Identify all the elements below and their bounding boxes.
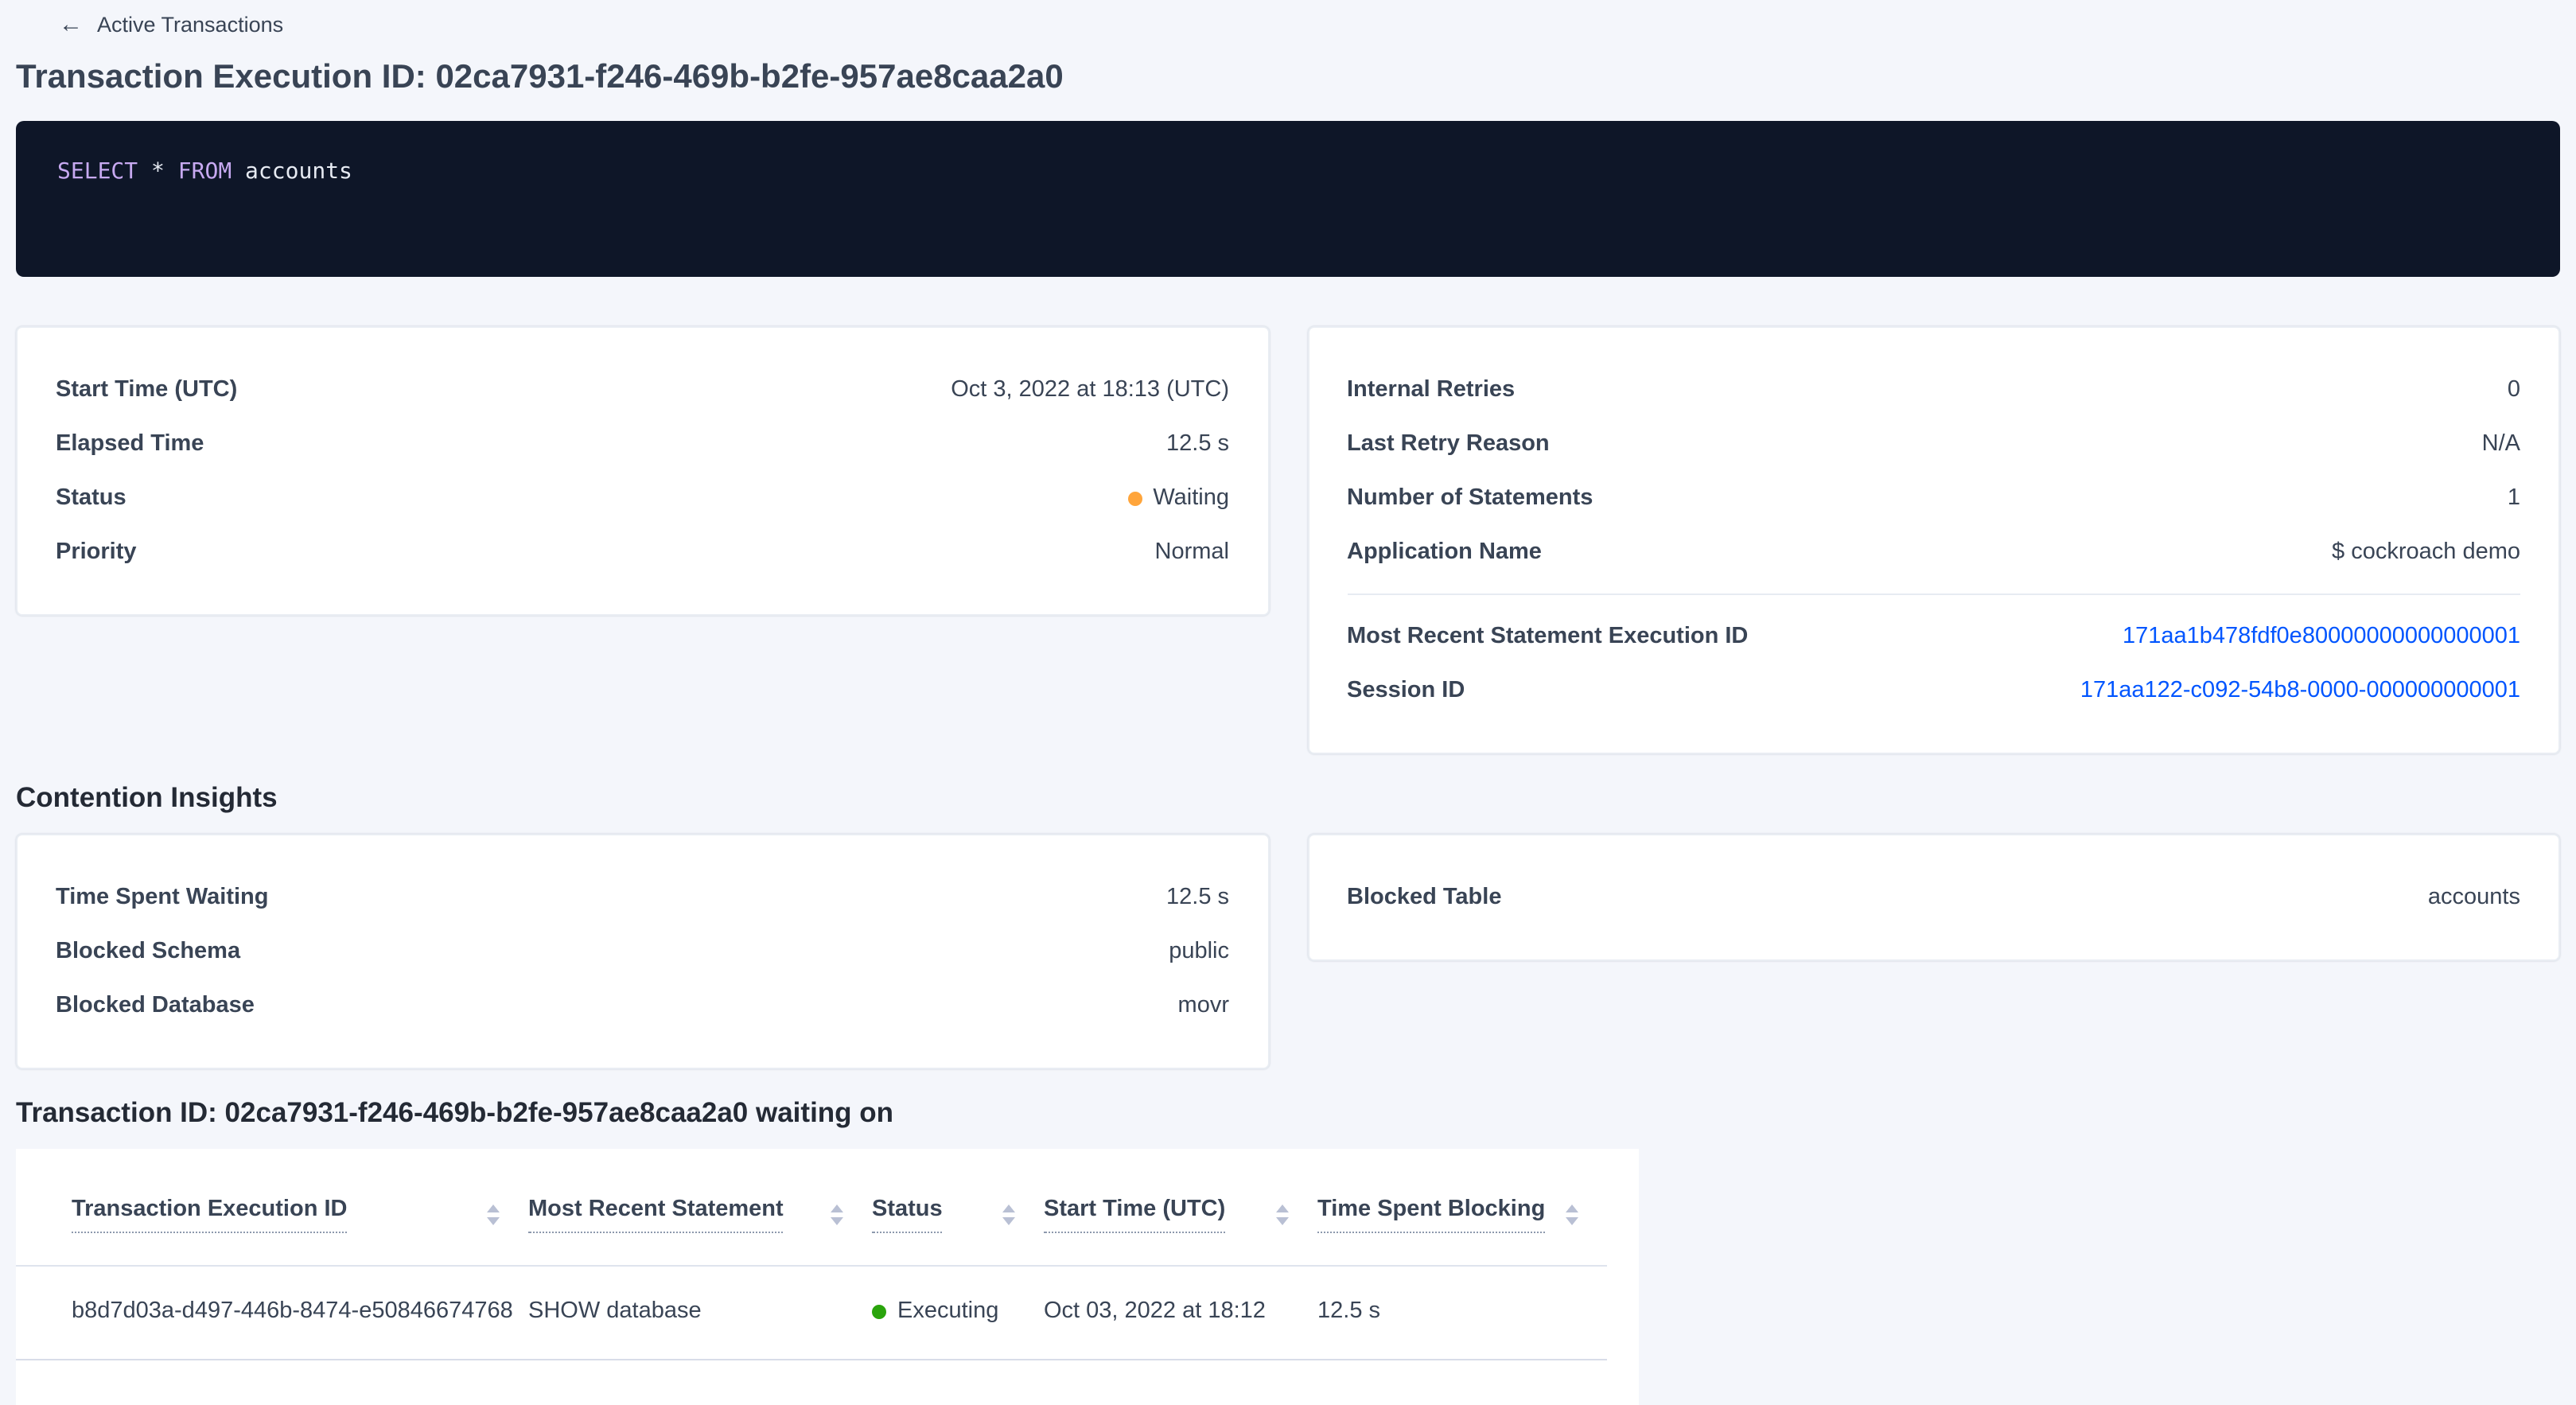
transaction-execution-details-card: Internal Retries 0 Last Retry Reason N/A…	[1307, 326, 2560, 754]
sort-icon[interactable]	[1566, 1205, 1578, 1225]
last-retry-reason-label: Last Retry Reason	[1347, 431, 1550, 457]
elapsed-time-row: Elapsed Time 12.5 s	[56, 417, 1229, 471]
contention-details-card: Time Spent Waiting 12.5 s Blocked Schema…	[16, 834, 1269, 1069]
blocked-database-label: Blocked Database	[56, 993, 255, 1018]
elapsed-time-value: 12.5 s	[1166, 431, 1229, 457]
blocked-table-value: accounts	[2427, 885, 2520, 910]
session-id-label: Session ID	[1347, 678, 1465, 703]
sort-icon[interactable]	[831, 1205, 843, 1225]
column-header-start-time[interactable]: Start Time (UTC)	[1044, 1171, 1317, 1267]
cell-status-text: Executing	[897, 1298, 999, 1324]
waiting-status-dot-icon	[1127, 491, 1142, 505]
internal-retries-value: 0	[2507, 377, 2520, 403]
internal-retries-row: Internal Retries 0	[1347, 363, 2520, 417]
sql-query-text: SELECT * FROM accounts	[57, 158, 2519, 186]
internal-retries-label: Internal Retries	[1347, 377, 1516, 403]
statement-execution-id-link[interactable]: 171aa1b478fdf0e80000000000000001	[2123, 624, 2520, 649]
executing-status-dot-icon	[872, 1304, 886, 1318]
waiting-on-table-card: Transaction Execution ID Most Recent Sta…	[16, 1149, 1639, 1405]
status-row: Status Waiting	[56, 471, 1229, 525]
number-of-statements-label: Number of Statements	[1347, 485, 1593, 511]
last-retry-reason-value: N/A	[2481, 431, 2520, 457]
column-label: Time Spent Blocking	[1317, 1197, 1546, 1233]
column-header-status[interactable]: Status	[872, 1171, 1044, 1267]
priority-label: Priority	[56, 539, 137, 565]
sql-keyword-select: SELECT	[57, 159, 138, 185]
sql-star: *	[138, 159, 178, 185]
transaction-overview-card: Start Time (UTC) Oct 3, 2022 at 18:13 (U…	[16, 326, 1269, 616]
waiting-on-table: Transaction Execution ID Most Recent Sta…	[16, 1171, 1607, 1360]
session-id-row: Session ID 171aa122-c092-54b8-0000-00000…	[1347, 664, 2520, 718]
blocked-table-row: Blocked Table accounts	[1347, 870, 2520, 924]
table-header-row: Transaction Execution ID Most Recent Sta…	[16, 1171, 1607, 1267]
table-row[interactable]: b8d7d03a-d497-446b-8474-e50846674768 SHO…	[16, 1266, 1607, 1360]
sql-keyword-from: FROM	[177, 159, 232, 185]
statement-execution-id-row: Most Recent Statement Execution ID 171aa…	[1347, 609, 2520, 664]
back-link-active-transactions[interactable]: Active Transactions	[97, 13, 284, 37]
start-time-label: Start Time (UTC)	[56, 377, 238, 403]
time-spent-waiting-label: Time Spent Waiting	[56, 885, 269, 910]
column-label: Transaction Execution ID	[72, 1197, 348, 1233]
column-header-most-recent-statement[interactable]: Most Recent Statement	[528, 1171, 872, 1267]
status-text: Waiting	[1153, 485, 1229, 511]
application-name-value: $ cockroach demo	[2332, 539, 2520, 565]
page-title: Transaction Execution ID: 02ca7931-f246-…	[16, 59, 1064, 95]
time-spent-waiting-value: 12.5 s	[1166, 885, 1229, 910]
cell-time-spent-blocking: 12.5 s	[1317, 1266, 1607, 1360]
cell-transaction-execution-id: b8d7d03a-d497-446b-8474-e50846674768	[16, 1266, 528, 1360]
card-divider	[1347, 594, 2520, 595]
waiting-on-heading: Transaction ID: 02ca7931-f246-469b-b2fe-…	[16, 1096, 894, 1128]
cell-status: Executing	[872, 1266, 1044, 1360]
start-time-value: Oct 3, 2022 at 18:13 (UTC)	[951, 377, 1229, 403]
priority-row: Priority Normal	[56, 525, 1229, 579]
number-of-statements-value: 1	[2507, 485, 2520, 511]
blocked-table-card: Blocked Table accounts	[1307, 834, 2560, 961]
time-spent-waiting-row: Time Spent Waiting 12.5 s	[56, 870, 1229, 924]
cell-most-recent-statement: SHOW database	[528, 1266, 872, 1360]
blocked-schema-value: public	[1169, 939, 1229, 964]
sort-icon[interactable]	[1276, 1205, 1289, 1225]
column-label: Most Recent Statement	[528, 1197, 784, 1233]
sql-query-box: SELECT * FROM accounts	[16, 121, 2560, 277]
cell-start-time: Oct 03, 2022 at 18:12	[1044, 1266, 1317, 1360]
column-header-time-spent-blocking[interactable]: Time Spent Blocking	[1317, 1171, 1607, 1267]
back-arrow-icon[interactable]: ←	[59, 11, 83, 38]
sql-table-name: accounts	[232, 159, 352, 185]
priority-value: Normal	[1154, 539, 1229, 565]
transaction-details-page: ← Active Transactions Transaction Execut…	[16, 0, 2560, 1405]
elapsed-time-label: Elapsed Time	[56, 431, 204, 457]
blocked-database-value: movr	[1177, 993, 1229, 1018]
application-name-label: Application Name	[1347, 539, 1542, 565]
sort-icon[interactable]	[1002, 1205, 1015, 1225]
breadcrumb: ← Active Transactions	[16, 0, 2560, 37]
number-of-statements-row: Number of Statements 1	[1347, 471, 2520, 525]
blocked-database-row: Blocked Database movr	[56, 979, 1229, 1033]
contention-insights-heading: Contention Insights	[16, 781, 278, 813]
blocked-schema-row: Blocked Schema public	[56, 924, 1229, 979]
statement-execution-id-label: Most Recent Statement Execution ID	[1347, 624, 1749, 649]
last-retry-reason-row: Last Retry Reason N/A	[1347, 417, 2520, 471]
session-id-link[interactable]: 171aa122-c092-54b8-0000-000000000001	[2080, 678, 2520, 703]
application-name-row: Application Name $ cockroach demo	[1347, 525, 2520, 579]
start-time-row: Start Time (UTC) Oct 3, 2022 at 18:13 (U…	[56, 363, 1229, 417]
status-value: Waiting	[1127, 485, 1229, 511]
column-label: Status	[872, 1197, 943, 1233]
blocked-table-label: Blocked Table	[1347, 885, 1502, 910]
blocked-schema-label: Blocked Schema	[56, 939, 241, 964]
sort-icon[interactable]	[487, 1205, 500, 1225]
column-header-transaction-execution-id[interactable]: Transaction Execution ID	[16, 1171, 528, 1267]
status-label: Status	[56, 485, 126, 511]
column-label: Start Time (UTC)	[1044, 1197, 1226, 1233]
